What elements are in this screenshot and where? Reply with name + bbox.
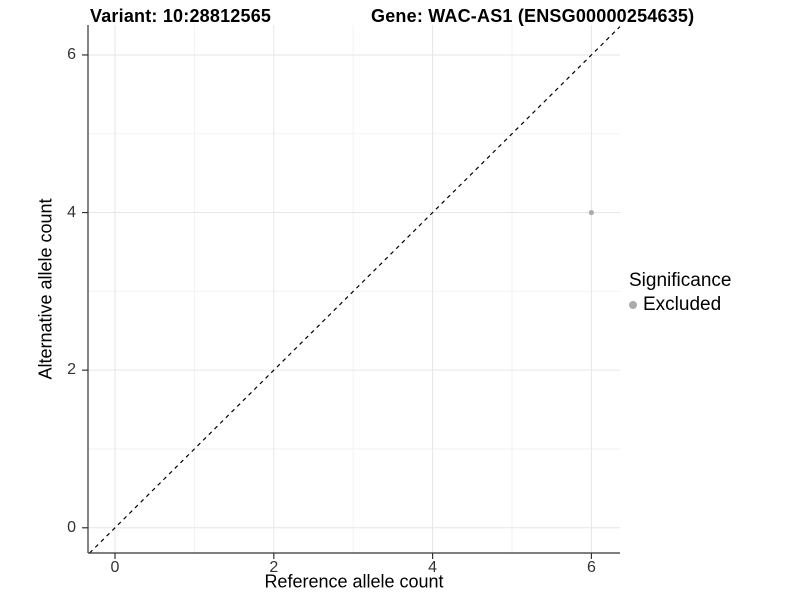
x-tick-label: 4 (428, 559, 438, 576)
x-tick-label: 0 (110, 559, 120, 576)
y-tick-label: 6 (67, 45, 76, 63)
y-tick-label: 4 (67, 203, 76, 221)
legend-item-excluded: Excluded (629, 294, 731, 316)
legend-title: Significance (629, 270, 732, 291)
y-tick-label: 2 (67, 361, 76, 379)
legend: Significance Excluded (629, 270, 731, 316)
data-point (588, 209, 595, 216)
x-axis-label: Reference allele count (264, 571, 444, 592)
y-tick-label: 0 (67, 518, 76, 536)
legend-point-icon (629, 301, 637, 309)
y-axis-label: Alternative allele count (35, 198, 56, 380)
legend-item-label: Excluded (643, 294, 722, 315)
identity-line (89, 26, 621, 554)
x-tick-label: 2 (269, 559, 279, 576)
chart-title-gene: Gene: WAC-AS1 (ENSG00000254635) (371, 6, 695, 26)
x-tick-label: 6 (586, 559, 596, 576)
chart-title-variant: Variant: 10:28812565 (90, 6, 272, 26)
